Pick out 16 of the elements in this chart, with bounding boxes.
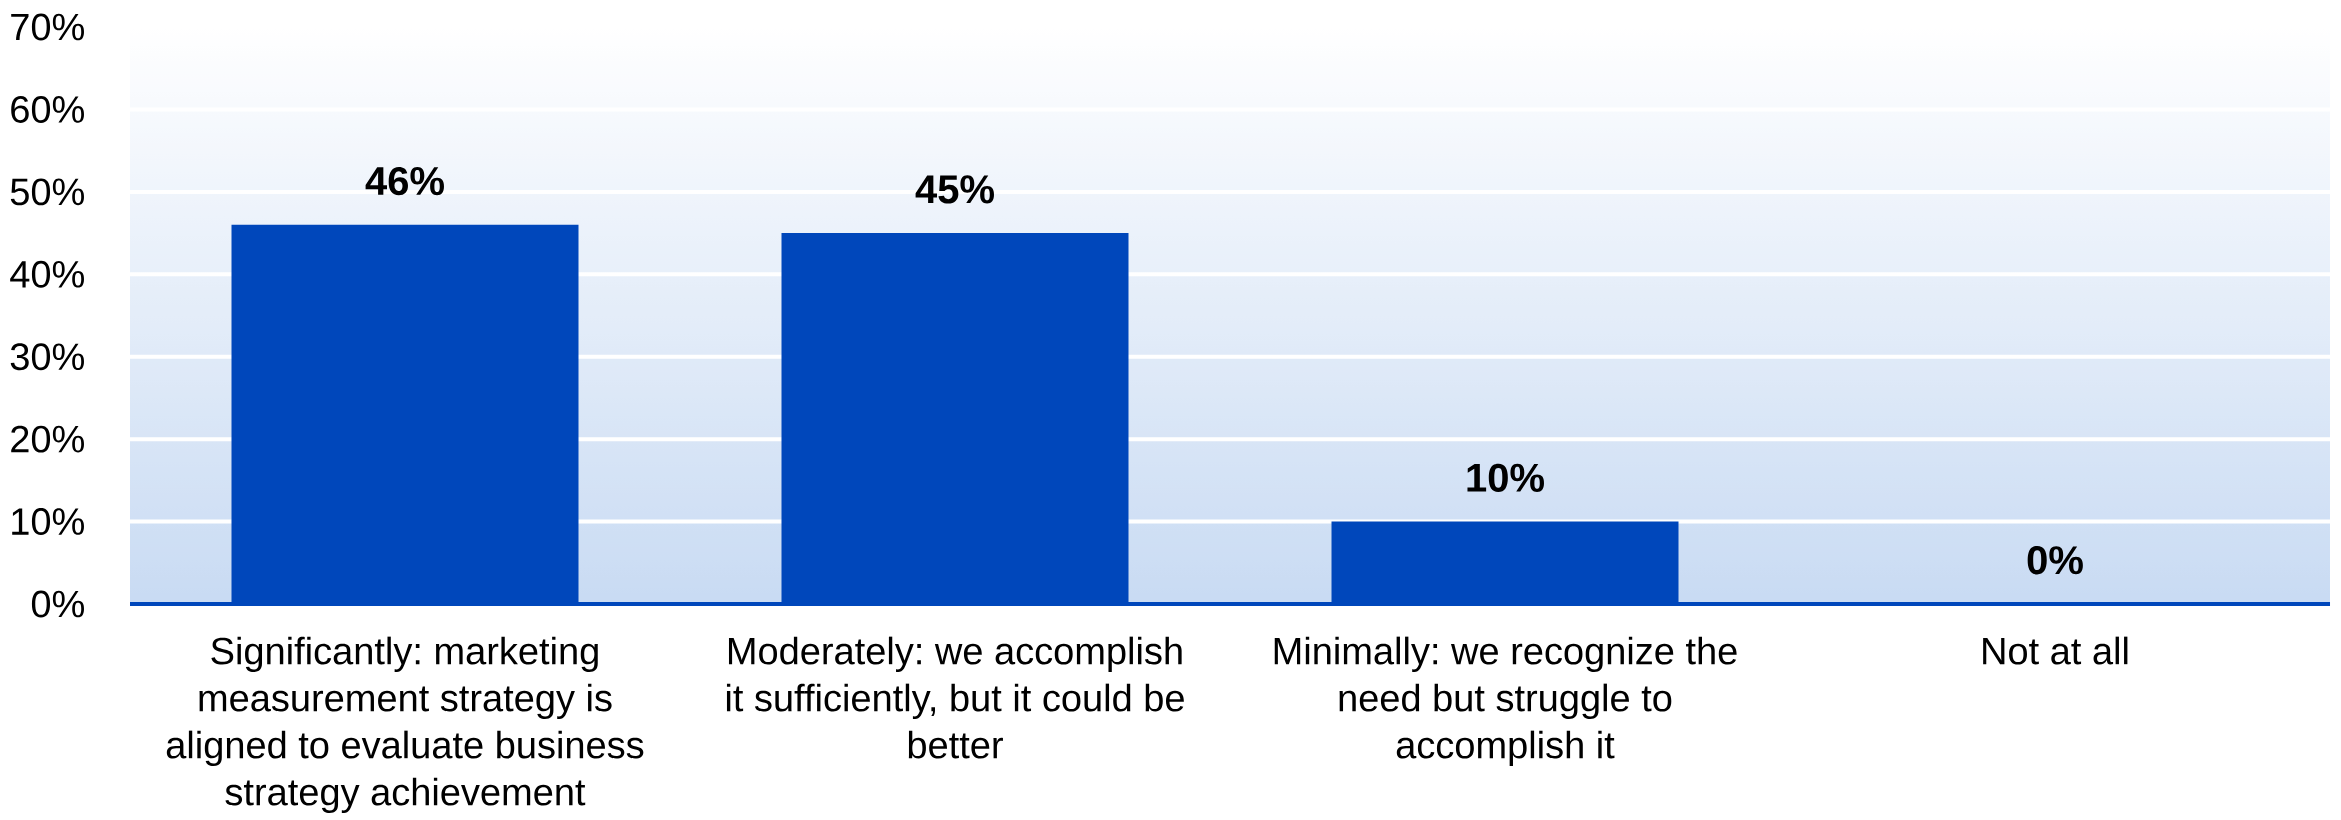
y-tick-label: 0% xyxy=(31,590,84,618)
y-tick-label: 40% xyxy=(10,260,84,288)
y-tick-label: 30% xyxy=(10,343,84,371)
y-tick-label: 20% xyxy=(11,425,84,453)
data-label: 10% xyxy=(1467,463,1544,492)
x-tick-label: Moderately: we accomplish it sufficiently, but it could be better xyxy=(726,636,1184,759)
data-label: 0% xyxy=(2027,546,2083,575)
data-label: 45% xyxy=(915,175,994,204)
data-label: 46% xyxy=(365,166,444,196)
x-tick-label: Significantly: marketing measurement strategy is aligned to evaluate business strategy achievement xyxy=(166,636,644,814)
y-tick-label: 70% xyxy=(11,13,84,41)
y-tick-label: 10% xyxy=(12,508,84,536)
x-tick-label: Not at all xyxy=(1983,636,2128,665)
y-tick-label: 50% xyxy=(10,178,84,206)
y-tick-label: 60% xyxy=(11,95,84,123)
x-tick-label: Minimally: we recognize the need but struggle to accomplish it xyxy=(1274,636,1737,767)
